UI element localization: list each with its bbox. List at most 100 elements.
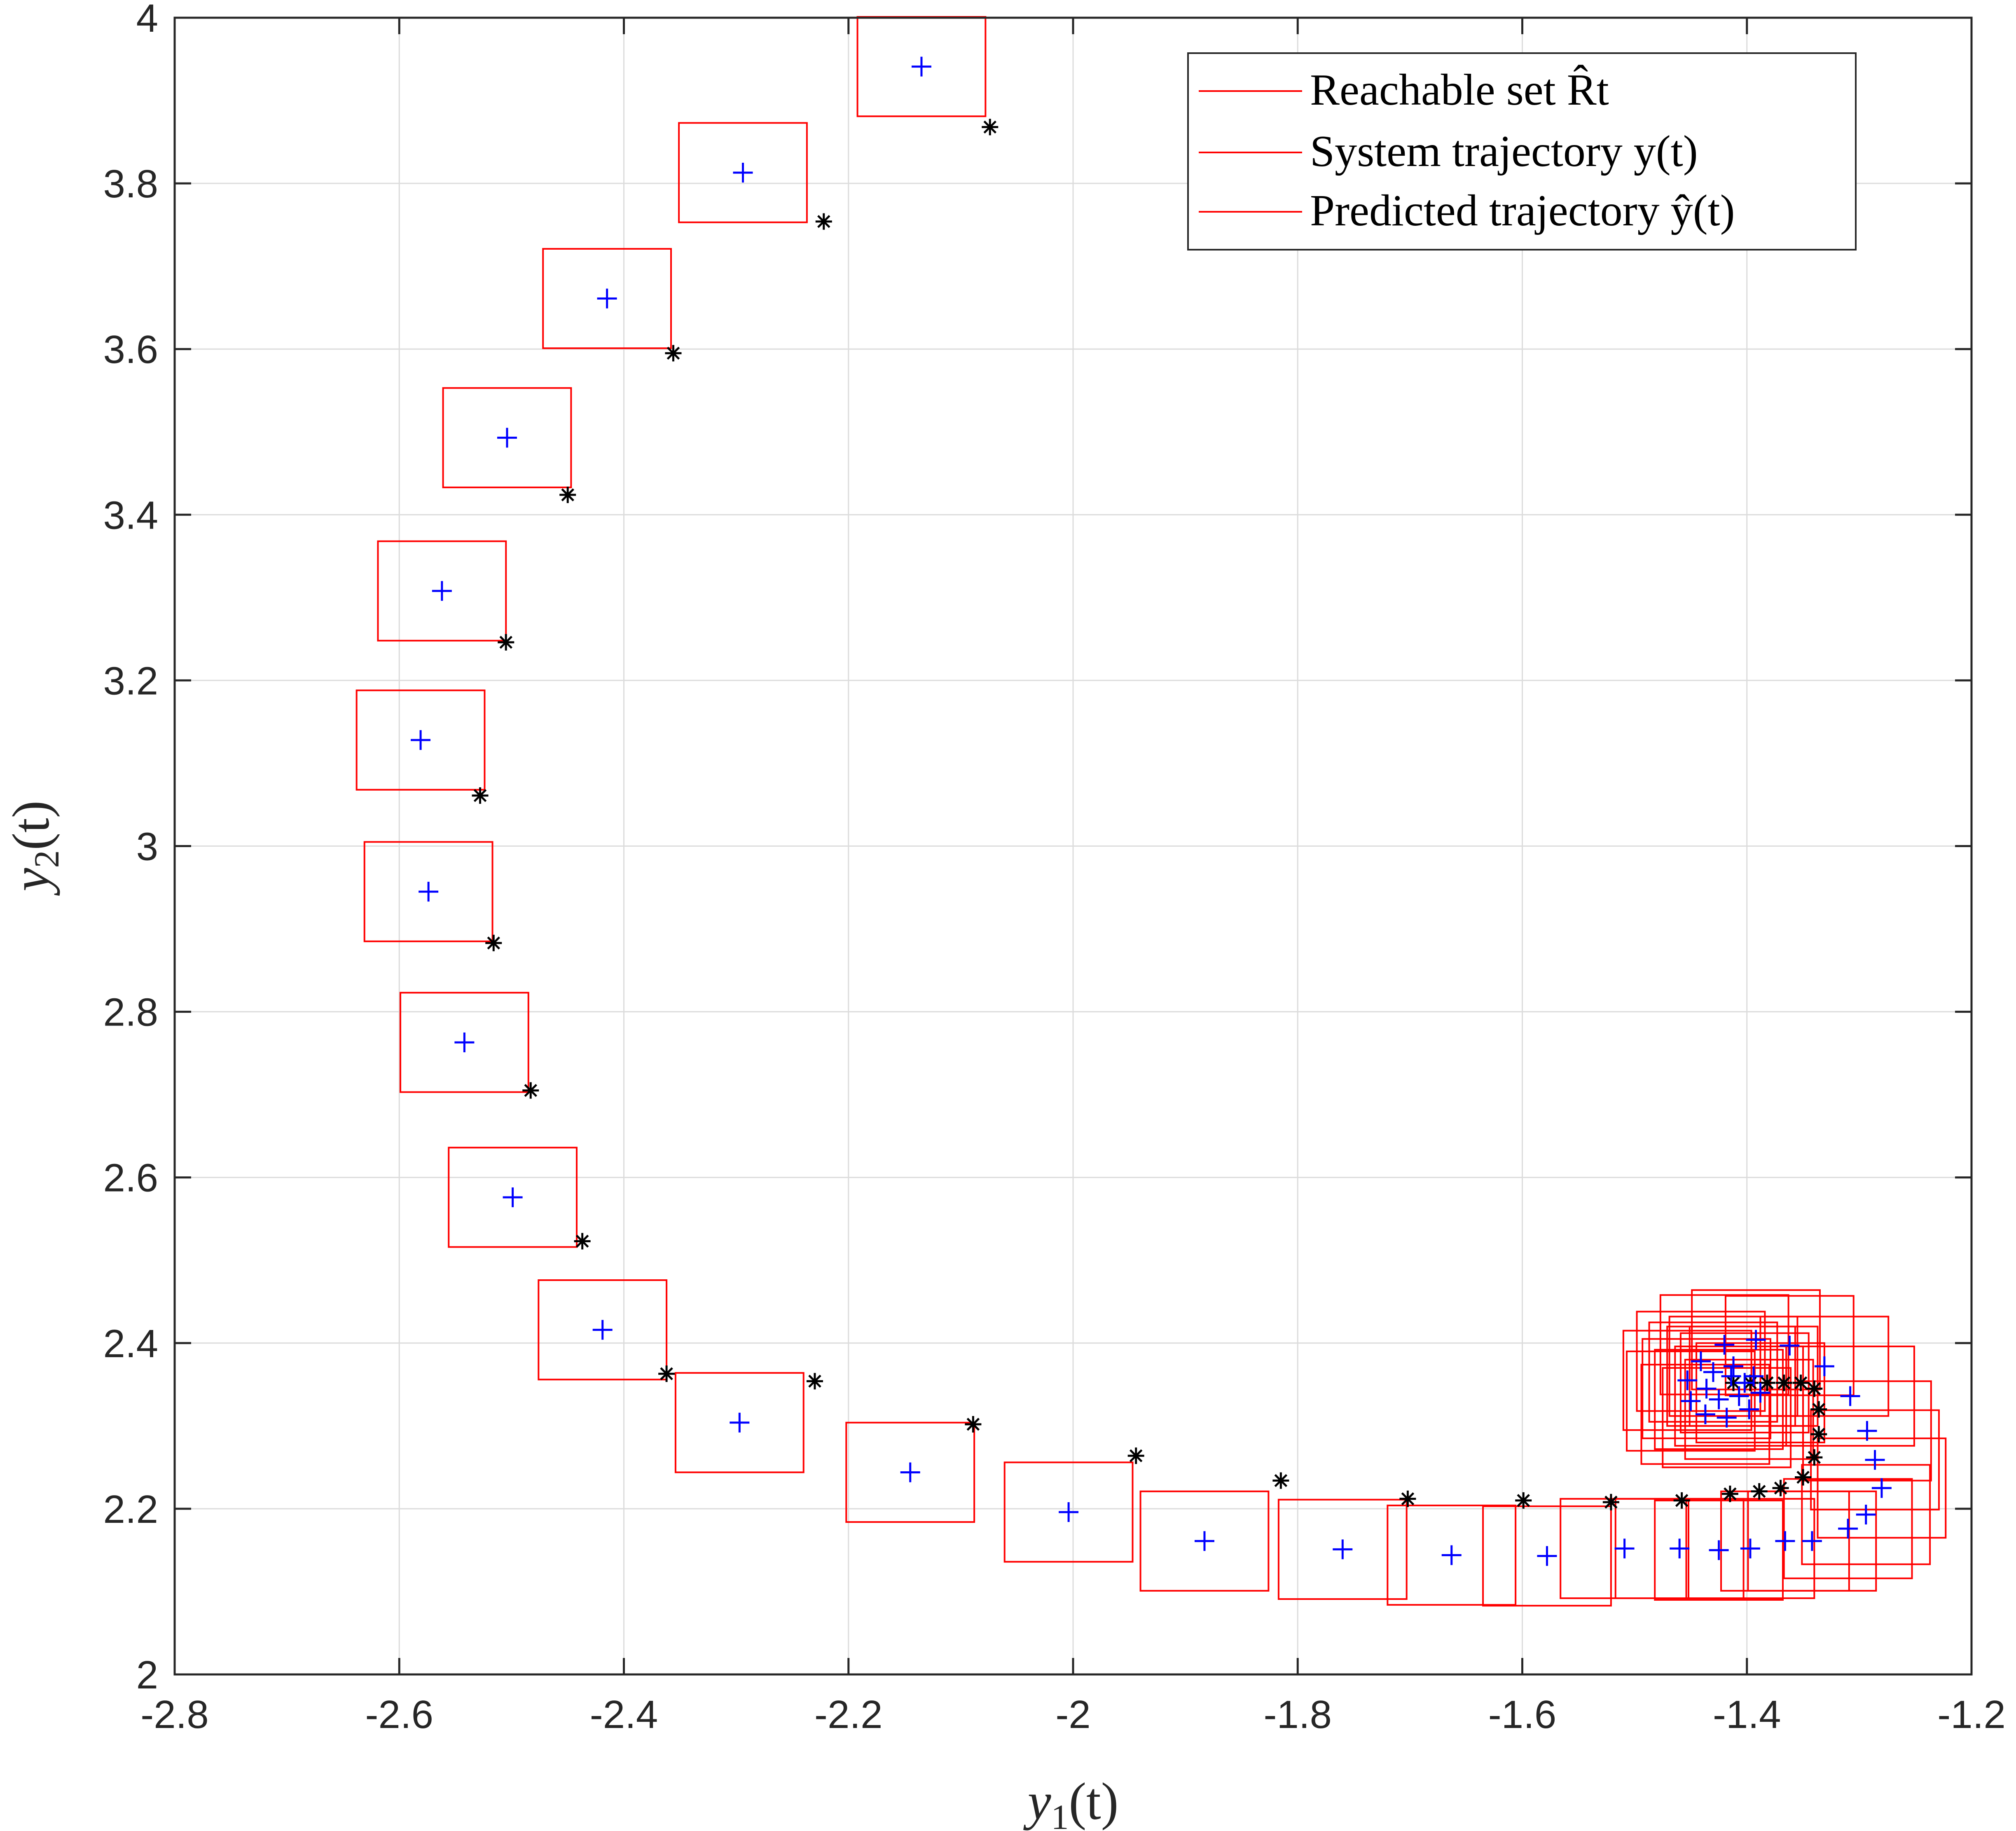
system-trajectory-point bbox=[1806, 1449, 1823, 1466]
system-trajectory-point bbox=[1810, 1401, 1827, 1418]
y-tick-label: 3.4 bbox=[103, 493, 158, 537]
y-tick-label: 4 bbox=[136, 0, 158, 40]
star-stroke bbox=[1812, 1428, 1825, 1441]
predicted-trajectory-point bbox=[1740, 1538, 1760, 1559]
y-tick-label: 3 bbox=[136, 825, 158, 869]
star-stroke bbox=[1401, 1492, 1415, 1506]
x-tick-label: -2.2 bbox=[814, 1693, 882, 1737]
star-stroke bbox=[1604, 1496, 1618, 1509]
predicted-trajectory-point bbox=[1721, 1366, 1741, 1386]
reachable-set-box bbox=[1654, 1349, 1784, 1450]
system-trajectory-point bbox=[522, 1082, 539, 1099]
reachable-set-box bbox=[355, 689, 486, 791]
star-stroke bbox=[660, 1367, 673, 1380]
system-trajectory-layer bbox=[472, 119, 1827, 1510]
y-axis-label-subscript: 2 bbox=[27, 850, 66, 868]
star-stroke bbox=[473, 789, 487, 802]
predicted-trajectory-point bbox=[1696, 1379, 1717, 1399]
x-axis-label-arg: (t) bbox=[1069, 1772, 1119, 1831]
legend-label-system-trajectory: System trajectory y(t) bbox=[1310, 127, 1698, 176]
predicted-trajectory-layer bbox=[411, 56, 1892, 1566]
predicted-trajectory-point bbox=[1703, 1362, 1723, 1382]
reachable-set-box bbox=[1642, 1338, 1772, 1440]
system-trajectory-point bbox=[485, 934, 502, 951]
system-trajectory-point bbox=[1795, 1469, 1812, 1486]
predicted-trajectory-point bbox=[1750, 1383, 1770, 1403]
system-trajectory-point bbox=[498, 634, 515, 651]
reachable-set-box bbox=[1277, 1499, 1408, 1600]
system-trajectory-point bbox=[665, 345, 682, 362]
x-tick-label: -1.6 bbox=[1488, 1693, 1556, 1737]
system-trajectory-point bbox=[1515, 1492, 1532, 1509]
star-stroke bbox=[1774, 1481, 1787, 1495]
y-tick-label: 3.8 bbox=[103, 162, 158, 206]
predicted-trajectory-point bbox=[900, 1462, 920, 1482]
star-stroke bbox=[1777, 1376, 1791, 1390]
reachable-set-box bbox=[1662, 1367, 1792, 1468]
predicted-trajectory-point bbox=[1681, 1391, 1701, 1411]
star-stroke bbox=[667, 347, 680, 360]
system-trajectory-point bbox=[965, 1416, 982, 1433]
reachable-set-box bbox=[1003, 1461, 1134, 1563]
predicted-trajectory-point bbox=[1746, 1330, 1766, 1350]
reachable-set-box bbox=[1139, 1490, 1270, 1592]
star-stroke bbox=[983, 120, 997, 134]
legend: Reachable set R̂t System trajectory y(t)… bbox=[1187, 52, 1857, 251]
predicted-trajectory-point bbox=[1814, 1356, 1834, 1377]
system-trajectory-point bbox=[1127, 1447, 1144, 1464]
star-stroke bbox=[1675, 1494, 1689, 1507]
system-trajectory-point bbox=[1399, 1490, 1416, 1507]
x-tick-label: -2.4 bbox=[590, 1693, 658, 1737]
predicted-trajectory-point bbox=[1695, 1404, 1715, 1424]
star-stroke bbox=[1808, 1382, 1821, 1395]
reachable-set-box bbox=[1387, 1504, 1517, 1606]
predicted-trajectory-point bbox=[432, 581, 452, 601]
system-trajectory-point bbox=[1810, 1426, 1827, 1442]
y-tick-label: 3.2 bbox=[103, 659, 158, 703]
reachable-set-box bbox=[1636, 1311, 1766, 1412]
system-trajectory-point bbox=[1792, 1374, 1809, 1391]
predicted-trajectory-point bbox=[1724, 1356, 1744, 1377]
star-stroke bbox=[1727, 1376, 1740, 1390]
predicted-trajectory-point bbox=[419, 882, 439, 902]
predicted-trajectory-point bbox=[1194, 1531, 1214, 1551]
y-tick-label: 2.8 bbox=[103, 990, 158, 1035]
system-trajectory-point bbox=[1772, 1480, 1789, 1496]
star-stroke bbox=[1129, 1449, 1143, 1462]
predicted-trajectory-point bbox=[411, 730, 431, 750]
reachable-set-box bbox=[399, 992, 529, 1093]
predicted-trajectory-point bbox=[1709, 1389, 1729, 1410]
y-tick-label: 3.6 bbox=[103, 328, 158, 372]
system-trajectory-point bbox=[1751, 1483, 1768, 1500]
star-stroke bbox=[808, 1374, 821, 1388]
reachable-set-box bbox=[377, 540, 507, 642]
x-axis-label: y1(t) bbox=[1023, 1772, 1119, 1831]
reachable-set-box bbox=[1785, 1345, 1915, 1447]
reachable-set-box bbox=[542, 248, 672, 349]
predicted-trajectory-point bbox=[1780, 1335, 1800, 1356]
predicted-trajectory-point bbox=[1709, 1540, 1729, 1560]
y-axis-label-arg: (t) bbox=[2, 801, 60, 850]
reachable-set-box bbox=[1668, 1316, 1798, 1417]
star-stroke bbox=[575, 1234, 589, 1248]
system-trajectory-point bbox=[658, 1365, 675, 1382]
reachable-set-box bbox=[1691, 1289, 1821, 1391]
reachable-set-box bbox=[442, 387, 572, 488]
star-stroke bbox=[1724, 1487, 1737, 1501]
star-stroke bbox=[1808, 1451, 1821, 1464]
predicted-trajectory-point bbox=[1537, 1546, 1557, 1566]
predicted-trajectory-point bbox=[1333, 1539, 1353, 1559]
axes-box bbox=[173, 16, 1973, 1676]
star-stroke bbox=[1752, 1484, 1766, 1498]
reachable-set-box bbox=[363, 841, 493, 942]
y-axis-label-y: y bbox=[2, 868, 60, 896]
star-stroke bbox=[1517, 1494, 1530, 1507]
predicted-trajectory-point bbox=[1865, 1450, 1885, 1470]
system-trajectory-point bbox=[574, 1233, 591, 1250]
predicted-trajectory-point bbox=[733, 162, 753, 183]
reachable-set-box bbox=[1640, 1364, 1770, 1465]
legend-label-reachable-set: Reachable set R̂t bbox=[1310, 65, 1609, 115]
predicted-trajectory-point bbox=[1714, 1335, 1735, 1355]
